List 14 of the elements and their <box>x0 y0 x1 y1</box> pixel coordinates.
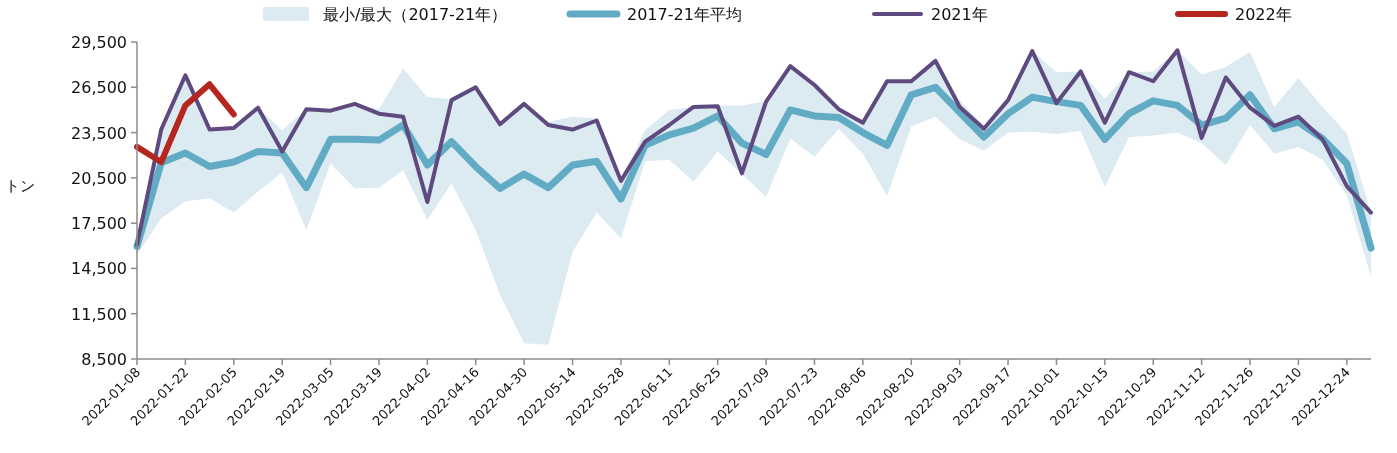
y-axis-title: トン <box>5 176 35 195</box>
y-tick-label: 17,500 <box>71 214 127 234</box>
y-tick-label: 14,500 <box>71 259 127 279</box>
y-tick-label: 11,500 <box>71 304 127 324</box>
legend-label: 最小/最大（2017-21年） <box>323 5 508 24</box>
y-tick-label: 20,500 <box>71 168 127 188</box>
legend-label: 2022年 <box>1235 5 1292 24</box>
y-tick-label: 29,500 <box>71 33 127 52</box>
line-series <box>135 48 1373 248</box>
legend-label: 2017-21年平均 <box>627 5 742 24</box>
y-tick-label: 23,500 <box>71 123 127 143</box>
y-tick-label: 26,500 <box>71 78 127 98</box>
y-tick-label: 8,500 <box>81 350 127 369</box>
legend-label: 2021年 <box>931 5 988 24</box>
